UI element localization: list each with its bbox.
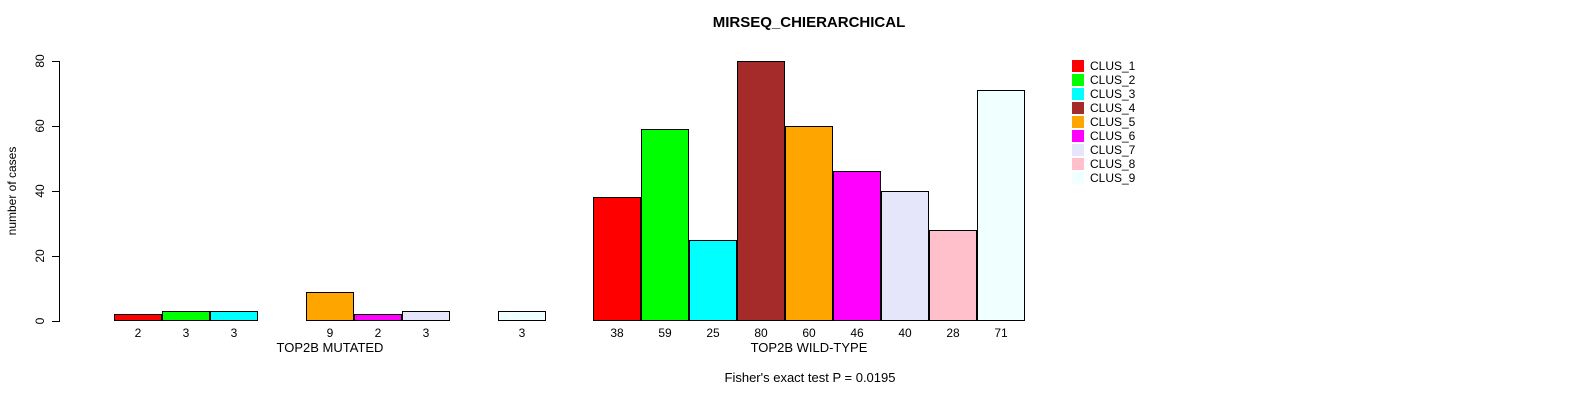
bar — [977, 90, 1025, 321]
bar — [929, 230, 977, 321]
bar-value-label: 59 — [658, 326, 672, 340]
group-label-wildtype: TOP2B WILD-TYPE — [750, 340, 868, 355]
legend-label: CLUS_6 — [1090, 129, 1136, 143]
bar — [162, 311, 210, 321]
legend-item: CLUS_2 — [1072, 73, 1135, 87]
legend-swatch — [1072, 130, 1084, 142]
bar-value-label: 60 — [802, 326, 816, 340]
legend-item: CLUS_5 — [1072, 115, 1135, 129]
bar-value-label: 2 — [374, 326, 382, 340]
legend-label: CLUS_7 — [1090, 143, 1136, 157]
bar-value-label: 3 — [422, 326, 430, 340]
legend-item: CLUS_7 — [1072, 143, 1135, 157]
legend-label: CLUS_1 — [1090, 59, 1136, 73]
bar — [833, 171, 881, 321]
legend-swatch — [1072, 102, 1084, 114]
bar — [498, 311, 546, 321]
bar — [402, 311, 450, 321]
y-tick — [52, 321, 59, 322]
legend: CLUS_1 CLUS_2 CLUS_3 CLUS_4 CLUS_5 CLUS_6 CLUS… — [1072, 59, 1135, 185]
legend-item: CLUS_9 — [1072, 171, 1135, 185]
legend-label: CLUS_9 — [1090, 171, 1136, 185]
legend-swatch — [1072, 60, 1084, 72]
bar — [641, 129, 689, 321]
fisher-test-annotation: Fisher's exact test P = 0.0195 — [724, 370, 896, 385]
y-axis-line — [59, 61, 60, 322]
bar-value-label: 46 — [850, 326, 864, 340]
group-label-mutated: TOP2B MUTATED — [276, 340, 384, 355]
bar — [881, 191, 929, 321]
legend-swatch — [1072, 88, 1084, 100]
bar — [593, 197, 641, 321]
bar — [114, 314, 162, 321]
y-tick — [52, 256, 59, 257]
legend-label: CLUS_4 — [1090, 101, 1136, 115]
legend-item: CLUS_3 — [1072, 87, 1135, 101]
bar-value-label: 25 — [706, 326, 720, 340]
bar-value-label: 9 — [326, 326, 334, 340]
y-axis-title: number of cases — [5, 146, 19, 236]
bar-value-label: 3 — [182, 326, 190, 340]
y-tick — [52, 191, 59, 192]
bar — [737, 61, 785, 321]
legend-swatch — [1072, 74, 1084, 86]
legend-item: CLUS_6 — [1072, 129, 1135, 143]
bar — [785, 126, 833, 321]
bar — [354, 314, 402, 321]
bar-value-label: 71 — [994, 326, 1008, 340]
legend-swatch — [1072, 116, 1084, 128]
bar-value-label: 3 — [230, 326, 238, 340]
y-tick-label: 60 — [33, 119, 47, 133]
bar-value-label: 80 — [754, 326, 768, 340]
y-tick — [52, 61, 59, 62]
legend-swatch — [1072, 158, 1084, 170]
y-tick-label: 80 — [33, 54, 47, 68]
legend-label: CLUS_8 — [1090, 157, 1136, 171]
bar — [306, 292, 354, 321]
legend-item: CLUS_4 — [1072, 101, 1135, 115]
bar — [210, 311, 258, 321]
legend-swatch — [1072, 144, 1084, 156]
bar-value-label: 40 — [898, 326, 912, 340]
bar-value-label: 2 — [134, 326, 142, 340]
legend-swatch — [1072, 172, 1084, 184]
y-tick-label: 40 — [33, 184, 47, 198]
legend-item: CLUS_1 — [1072, 59, 1135, 73]
bar-value-label: 28 — [946, 326, 960, 340]
bar-value-label: 38 — [610, 326, 624, 340]
bar — [689, 240, 737, 321]
y-tick-label: 0 — [33, 317, 47, 325]
legend-label: CLUS_2 — [1090, 73, 1136, 87]
chart-title: MIRSEQ_CHIERARCHICAL — [712, 14, 906, 31]
bar-value-label: 3 — [518, 326, 526, 340]
y-tick — [52, 126, 59, 127]
legend-label: CLUS_5 — [1090, 115, 1136, 129]
y-tick-label: 20 — [33, 249, 47, 263]
legend-item: CLUS_8 — [1072, 157, 1135, 171]
legend-label: CLUS_3 — [1090, 87, 1136, 101]
